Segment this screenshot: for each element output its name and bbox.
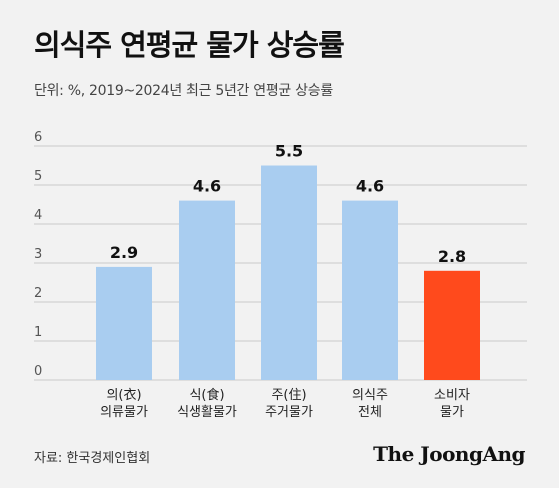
data-label: 2.8 xyxy=(438,247,466,266)
x-tick-label: 물가 xyxy=(440,405,464,420)
brand-logo: The JoongAng xyxy=(373,442,525,466)
data-label: 5.5 xyxy=(275,142,303,161)
y-tick-label: 1 xyxy=(34,325,42,340)
y-tick-label: 3 xyxy=(34,247,42,262)
bar xyxy=(179,200,235,380)
y-tick-label: 6 xyxy=(34,130,42,145)
y-tick-label: 2 xyxy=(34,286,42,301)
x-tick-label: 주(住) xyxy=(271,388,306,403)
bar xyxy=(96,266,152,380)
data-label: 4.6 xyxy=(356,177,384,196)
y-tick-label: 4 xyxy=(34,208,42,223)
x-tick-label: 의식주 xyxy=(352,388,388,403)
bar xyxy=(424,270,480,380)
y-tick-label: 0 xyxy=(34,364,42,379)
data-label: 4.6 xyxy=(193,177,221,196)
chart-title: 의식주 연평균 물가 상승률 xyxy=(34,28,345,62)
chart-subtitle: 단위: %, 2019~2024년 최근 5년간 연평균 상승률 xyxy=(34,83,333,99)
x-tick-label: 의(衣) xyxy=(106,387,141,403)
data-label: 2.9 xyxy=(110,243,138,262)
x-tick-label: 전체 xyxy=(358,405,382,420)
y-tick-label: 5 xyxy=(34,169,42,184)
bar xyxy=(261,165,317,380)
x-tick-label: 식생활물가 xyxy=(177,405,237,420)
bar xyxy=(342,200,398,380)
x-tick-label: 소비자 xyxy=(434,388,470,403)
x-tick-label: 의류물가 xyxy=(100,405,148,420)
x-tick-label: 식(食) xyxy=(189,387,224,403)
x-tick-label: 주거물가 xyxy=(265,405,313,420)
source-note: 자료: 한국경제인협회 xyxy=(34,451,151,466)
